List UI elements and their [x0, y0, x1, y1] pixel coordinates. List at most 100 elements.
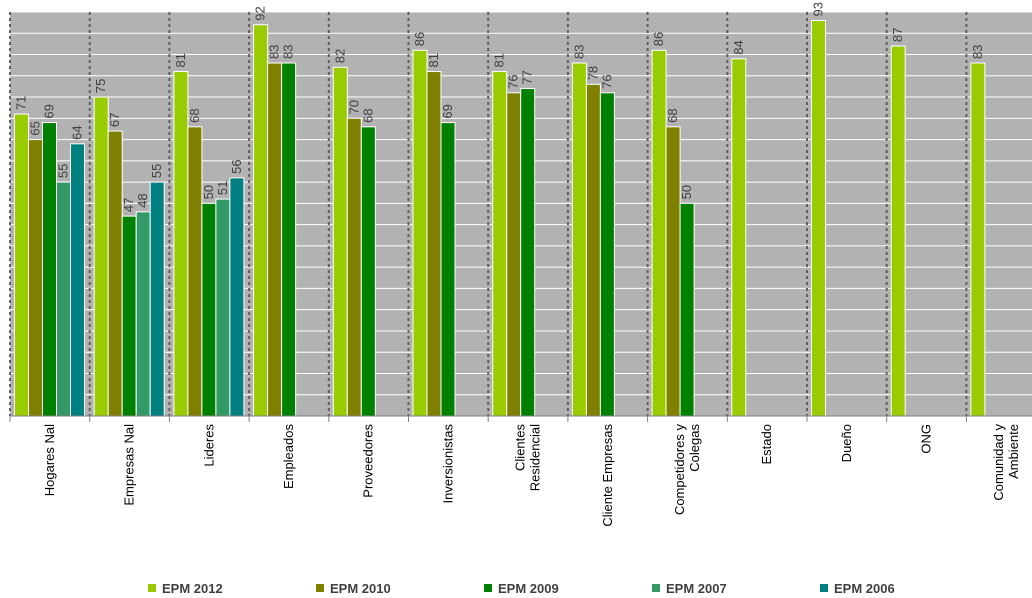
value-label: 67 [107, 113, 122, 127]
legend-swatch [148, 584, 156, 592]
value-label: 65 [28, 121, 43, 135]
value-label: 93 [811, 2, 826, 16]
category-label: ONG [919, 424, 934, 454]
bar [360, 126, 376, 417]
value-label: 70 [346, 100, 361, 114]
legend-swatch [820, 584, 828, 592]
value-label: 83 [571, 45, 586, 59]
value-label: 48 [135, 193, 150, 207]
value-label: 78 [585, 66, 600, 80]
value-label: 55 [56, 164, 71, 178]
category-label: Residencial [528, 424, 543, 491]
value-label: 68 [665, 108, 680, 122]
value-label: 86 [651, 32, 666, 46]
value-label: 81 [492, 53, 507, 67]
bar [253, 24, 269, 417]
legend: EPM 2012 EPM 2010 EPM 2009 EPM 2007 EPM 2006 [148, 581, 895, 596]
value-label: 76 [599, 74, 614, 88]
value-label: 81 [426, 53, 441, 67]
bar [412, 49, 428, 417]
category-label: Competidores y [672, 424, 687, 516]
bar [492, 71, 508, 417]
category-label: Proveedores [361, 424, 376, 498]
category-label: Dueño [839, 424, 854, 462]
category-label: Lideres [201, 424, 216, 467]
bar [149, 181, 165, 417]
value-label: 69 [440, 104, 455, 118]
value-label: 92 [253, 6, 268, 20]
value-label: 69 [42, 104, 57, 118]
category-labels: Hogares Nal Empresas Nal Lideres Empleados P… [42, 424, 1021, 527]
bar [679, 202, 695, 417]
value-label: 71 [14, 96, 29, 110]
value-label: 82 [332, 49, 347, 63]
bar [70, 143, 85, 417]
value-label: 75 [93, 79, 108, 93]
bar [42, 122, 57, 417]
bar [215, 198, 231, 417]
value-label: 83 [267, 45, 282, 59]
bars [14, 20, 986, 417]
category-label: Comunidad y [991, 424, 1006, 501]
bar [811, 20, 826, 417]
category-label: Estado [759, 424, 774, 464]
value-label: 87 [890, 28, 905, 42]
value-label: 64 [70, 125, 85, 139]
bar [731, 58, 747, 417]
bar [970, 62, 986, 417]
bar [201, 202, 217, 417]
bar [121, 215, 137, 417]
value-label: 68 [360, 108, 375, 122]
bar [28, 139, 43, 417]
category-label: Hogares Nal [42, 424, 57, 496]
category-label: Inversionistas [440, 424, 455, 504]
bar [56, 181, 71, 417]
legend-label: EPM 2010 [330, 581, 391, 596]
value-label: 84 [731, 40, 746, 54]
legend-label: EPM 2007 [666, 581, 727, 596]
category-label: Clientes [513, 424, 528, 471]
category-label: Cliente Empresas [600, 424, 615, 527]
value-label: 86 [412, 32, 427, 46]
bar [890, 45, 906, 417]
bar [229, 177, 245, 417]
bar [585, 83, 601, 417]
bar [332, 66, 348, 417]
value-label: 76 [506, 74, 521, 88]
value-label: 77 [520, 70, 535, 84]
bar [520, 88, 536, 417]
legend-label: EPM 2009 [498, 581, 559, 596]
bar [426, 71, 442, 417]
value-label: 47 [121, 198, 136, 212]
bar [187, 126, 203, 417]
bar [14, 113, 29, 417]
legend-swatch [484, 584, 492, 592]
bar [506, 92, 522, 417]
bar [107, 130, 123, 417]
value-label: 83 [970, 45, 985, 59]
bar [571, 62, 587, 417]
legend-swatch [316, 584, 324, 592]
value-label: 55 [149, 164, 164, 178]
value-label: 81 [173, 53, 188, 67]
value-label: 83 [281, 45, 296, 59]
bar [665, 126, 681, 417]
bar [135, 211, 151, 417]
bar [281, 62, 297, 417]
bar [651, 49, 667, 417]
value-label: 50 [679, 185, 694, 199]
bar [599, 92, 615, 417]
category-label: Empresas Nal [122, 424, 137, 506]
category-dividers [9, 12, 968, 422]
bar [440, 122, 456, 417]
value-label: 51 [215, 181, 230, 195]
bar [346, 117, 362, 417]
category-label: Ambiente [1006, 424, 1021, 479]
bar [267, 62, 283, 417]
value-label: 50 [201, 185, 216, 199]
value-label: 56 [229, 159, 244, 173]
category-label: Colegas [687, 424, 702, 472]
bar [173, 71, 189, 417]
